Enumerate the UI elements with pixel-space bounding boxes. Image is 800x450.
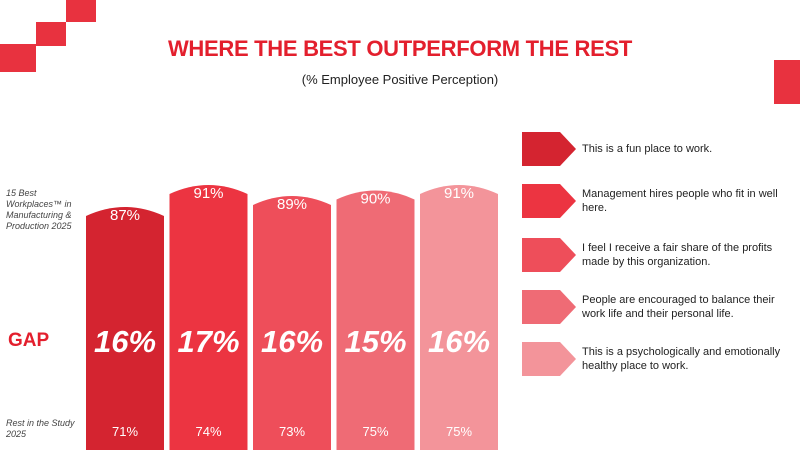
legend-label: Management hires people who fit in well … [582,188,778,214]
decor-square-left [0,44,36,72]
bar [420,185,498,450]
data-label-best: 90% [360,191,390,208]
data-label-best: 87% [110,207,140,224]
legend-item-5: This is a psychologically and emotionall… [520,340,790,378]
gap-label-value: 17% [177,324,239,359]
decor-square-right [774,60,800,104]
gap-label: GAP [8,330,50,351]
data-label-best: 89% [277,196,307,213]
legend-label: People are encouraged to balance their w… [582,294,775,320]
legend-label: This is a fun place to work. [582,143,713,155]
data-label-rest: 71% [112,424,138,439]
bar-group: 91% 17% 74% [169,185,248,450]
legend-item-3: I feel I receive a fair share of the pro… [520,236,790,274]
decor-square-top-left [66,0,96,22]
legend-item-1: This is a fun place to work. [520,130,790,168]
legend-item-4: People are encouraged to balance their w… [520,288,790,326]
chart-title: WHERE THE BEST OUTPERFORM THE REST [167,36,633,61]
legend-label: I feel I receive a fair share of the pro… [582,242,773,268]
bar [253,196,331,450]
rest-study-label: Rest in the Study 2025 [6,418,75,439]
legend-item-2: Management hires people who fit in well … [520,182,790,220]
chart-subtitle: (% Employee Positive Perception) [301,72,499,87]
gap-label-value: 16% [261,324,323,359]
legend-arrow-icon [522,342,576,376]
data-label-rest: 75% [446,424,472,439]
bar-group: 89% 16% 73% [253,196,331,450]
bar-group: 87% 16% 71% [86,207,164,450]
best-workplaces-label: 15 Best Workplaces™ in Manufacturing & P… [6,188,72,231]
bar [86,207,164,450]
decor-square-mid-left [36,22,66,46]
bar-group: 90% 15% 75% [336,190,415,450]
gap-label-value: 16% [428,324,490,359]
bar [169,185,248,450]
bar-group: 91% 16% 75% [420,185,498,450]
data-label-best: 91% [444,185,474,202]
data-label-best: 91% [193,185,223,202]
legend-arrow-icon [522,238,576,272]
bar [336,190,415,450]
legend-arrow-icon [522,184,576,218]
data-label-rest: 74% [195,424,221,439]
legend-arrow-icon [522,132,576,166]
data-label-rest: 75% [362,424,388,439]
gap-label-value: 15% [344,324,406,359]
data-label-rest: 73% [279,424,305,439]
legend-label: This is a psychologically and emotionall… [582,346,781,372]
gap-label-value: 16% [94,324,156,359]
legend-arrow-icon [522,290,576,324]
